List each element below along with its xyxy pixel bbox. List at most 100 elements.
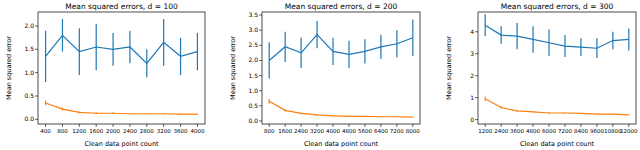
x-tick-label: 2400	[123, 128, 137, 134]
error-bar	[580, 112, 581, 114]
x-tick	[596, 124, 597, 127]
error-bar	[316, 114, 317, 115]
error-bar	[62, 108, 63, 111]
error-bar	[548, 30, 549, 56]
error-bar	[197, 113, 198, 115]
x-tick	[45, 124, 46, 127]
error-bar	[532, 26, 533, 52]
y-tick-label: 1	[470, 94, 474, 101]
axes-frame	[262, 12, 420, 124]
y-tick	[259, 45, 262, 46]
x-tick-label: 3600	[174, 128, 188, 134]
error-bar	[412, 20, 413, 56]
series-line	[269, 101, 413, 117]
error-bar	[501, 106, 502, 109]
error-bar	[163, 113, 164, 115]
y-tick	[475, 53, 478, 54]
x-tick	[79, 124, 80, 127]
x-tick	[396, 124, 397, 127]
error-bar	[62, 19, 63, 52]
x-tick-label: 1600	[89, 128, 103, 134]
x-tick-label: 3200	[157, 128, 171, 134]
y-tick-label: 1.0	[248, 87, 258, 94]
y-axis-label: Mean squared error	[5, 36, 13, 100]
error-bar	[129, 31, 130, 64]
error-bar	[316, 21, 317, 48]
x-tick-label: 6000	[542, 128, 556, 134]
y-tick	[475, 31, 478, 32]
x-tick	[364, 124, 365, 127]
x-tick	[348, 124, 349, 127]
error-bar	[180, 38, 181, 75]
x-tick	[62, 124, 63, 127]
plot-data	[269, 20, 413, 118]
y-tick-label: 1.5	[248, 72, 258, 79]
y-tick-label: 4	[470, 28, 474, 35]
y-tick	[475, 119, 478, 120]
error-bar	[612, 113, 613, 115]
error-bar	[612, 32, 613, 50]
x-tick-label: 8400	[574, 128, 588, 134]
x-tick-label: 9600	[590, 128, 604, 134]
x-tick	[612, 124, 613, 127]
series-line	[269, 35, 413, 61]
y-tick	[259, 15, 262, 16]
error-bar	[180, 113, 181, 115]
title: Mean squared errors, d = 200	[285, 2, 398, 11]
error-bar	[285, 32, 286, 62]
error-bar	[269, 99, 270, 104]
error-bar	[79, 28, 80, 75]
y-tick	[35, 96, 38, 97]
series-line	[485, 99, 629, 115]
x-tick-label: 6400	[374, 128, 388, 134]
y-tick	[475, 75, 478, 76]
error-bar	[396, 116, 397, 118]
plot-data	[485, 14, 629, 115]
y-tick	[259, 105, 262, 106]
y-tick-label: 0.0	[248, 117, 258, 124]
y-axis-label: Mean squared error	[229, 36, 237, 100]
x-tick	[412, 124, 413, 127]
title: Mean squared errors, d = 300	[501, 2, 614, 11]
x-tick	[180, 124, 181, 127]
error-bar	[332, 38, 333, 65]
panel: 0.00.51.01.52.04008001200160020002400280…	[5, 2, 205, 148]
error-bar	[96, 24, 97, 71]
axes-frame	[478, 12, 636, 124]
x-tick-label: 400	[40, 128, 51, 134]
error-bar	[364, 116, 365, 118]
x-tick-label: 2400	[294, 128, 308, 134]
x-tick-label: 7200	[558, 128, 572, 134]
x-tick-label: 4800	[342, 128, 356, 134]
x-tick	[580, 124, 581, 127]
error-bar	[596, 113, 597, 115]
y-tick	[35, 72, 38, 73]
x-tick-label: 4000	[190, 128, 204, 134]
x-tick-label: 4800	[526, 128, 540, 134]
x-tick	[163, 124, 164, 127]
x-tick	[533, 124, 534, 127]
y-tick-label: 2.0	[24, 22, 34, 29]
y-tick-label: 1.0	[24, 69, 34, 76]
error-bar	[45, 31, 46, 82]
y-tick-label: 3.5	[248, 11, 258, 18]
y-tick-label: 2.5	[248, 41, 258, 48]
x-tick	[113, 124, 114, 127]
error-bar	[45, 101, 46, 106]
x-tick	[301, 124, 302, 127]
error-bar	[129, 113, 130, 115]
x-tick	[129, 124, 130, 127]
x-tick	[564, 124, 565, 127]
error-bar	[112, 112, 113, 114]
error-bar	[301, 112, 302, 114]
x-tick-label: 12000	[620, 128, 638, 134]
error-bar	[285, 109, 286, 111]
x-tick	[197, 124, 198, 127]
x-tick	[549, 124, 550, 127]
error-bar	[485, 14, 486, 36]
x-tick-label: 5600	[358, 128, 372, 134]
x-tick-label: 3600	[510, 128, 524, 134]
y-tick-label: 0.5	[248, 102, 258, 109]
series-line	[485, 25, 629, 48]
x-tick-label: 1200	[478, 128, 492, 134]
